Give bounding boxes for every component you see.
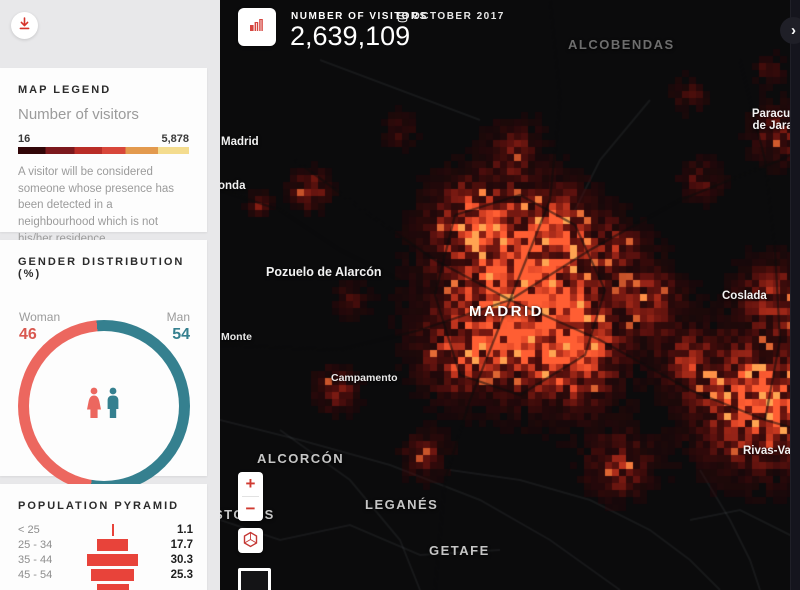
- pyramid-row-partial: [18, 582, 193, 590]
- hexagon-icon: [242, 531, 259, 551]
- collapsed-right-panel: [790, 0, 800, 590]
- legend-scale-max: 5,878: [161, 133, 189, 145]
- man-value: 54: [172, 326, 190, 343]
- visitors-count-value: 2,639,109: [290, 21, 411, 51]
- bar-chart-icon: [247, 15, 267, 40]
- gender-donut-center: [29, 331, 179, 481]
- visitors-count-label: NUMBER OF VISITORS: [291, 11, 428, 22]
- download-icon: [18, 16, 31, 35]
- legend-scale-min: 16: [18, 133, 31, 145]
- map-place-label: Campamento: [331, 372, 398, 384]
- map-area[interactable]: ALCOBENDAS Paracuell de Jaram Madrid onda Poz…: [220, 0, 800, 590]
- woman-stat: Woman 46: [19, 310, 60, 344]
- date-period-selector[interactable]: OCTOBER 2017: [412, 11, 505, 22]
- gender-distribution-panel: GENDER DISTRIBUTION (%) Woman 46 Man 54: [0, 240, 207, 492]
- man-label: Man: [166, 310, 190, 324]
- pyramid-bar: [91, 568, 134, 581]
- pyramid-panel-title: POPULATION PYRAMID: [18, 500, 180, 512]
- map-zoom-control: + −: [238, 472, 263, 521]
- map-place-label: MADRID: [469, 303, 544, 320]
- map-place-label: Monte: [221, 331, 252, 343]
- pyramid-row: < 25 1.1: [18, 522, 193, 537]
- download-button[interactable]: [11, 12, 38, 39]
- pyramid-age-label: 45 - 54: [18, 568, 53, 581]
- map-place-label: GETAFE: [429, 543, 490, 558]
- sidebar: MAP LEGEND Number of visitors 16 5,878 A…: [0, 0, 220, 590]
- woman-value: 46: [19, 326, 37, 343]
- woman-man-icons: [83, 386, 125, 427]
- calendar-icon: [397, 10, 408, 28]
- pyramid-age-label: < 25: [18, 523, 40, 536]
- pyramid-bar: [97, 538, 128, 551]
- expand-panel-button[interactable]: ›: [780, 17, 800, 44]
- legend-subtitle: Number of visitors: [18, 106, 139, 123]
- heatmap-canvas[interactable]: [220, 0, 800, 590]
- pyramid-row: 25 - 34 17.7: [18, 537, 193, 552]
- woman-label: Woman: [19, 310, 61, 324]
- pyramid-bar: [86, 553, 139, 566]
- legend-gradient-bar: [18, 147, 189, 154]
- map-place-label: Pozuelo de Alarcón: [266, 265, 382, 279]
- pyramid-bar: [96, 583, 129, 590]
- pyramid-row: 35 - 44 30.3: [18, 552, 193, 567]
- pyramid-rows: < 25 1.1 25 - 34 17.7 35 - 44 30.3 45 - 54 25.3: [18, 522, 193, 590]
- map-place-label: LEGANÉS: [365, 497, 439, 512]
- map-place-label: Madrid: [221, 136, 259, 148]
- pyramid-age-label: 25 - 34: [18, 538, 53, 551]
- pyramid-value: 17.7: [170, 538, 193, 551]
- pyramid-value: 30.3: [170, 553, 193, 566]
- gender-panel-title: GENDER DISTRIBUTION (%): [18, 256, 185, 280]
- gender-donut-zone: Woman 46 Man 54: [0, 280, 207, 492]
- pyramid-value: 1.1: [177, 523, 193, 536]
- map-place-label: ALCORCÓN: [257, 451, 345, 466]
- map-legend-title: MAP LEGEND: [18, 84, 112, 96]
- zoom-divider: [242, 496, 259, 497]
- hex-grid-layer-button[interactable]: [238, 528, 263, 553]
- minimap-widget[interactable]: [238, 568, 271, 590]
- gender-donut-chart[interactable]: [18, 320, 190, 492]
- map-place-label: Paracuell de Jaram: [751, 108, 800, 132]
- zoom-in-button[interactable]: +: [238, 472, 263, 496]
- map-place-label: Rivas-Vacian: [743, 445, 800, 457]
- pyramid-bar: [111, 523, 114, 536]
- population-pyramid-panel: POPULATION PYRAMID < 25 1.1 25 - 34 17.7 35 …: [0, 484, 207, 590]
- pyramid-value: 25.3: [170, 568, 193, 581]
- map-place-label: onda: [220, 180, 246, 192]
- man-stat: Man 54: [167, 310, 190, 344]
- map-legend-panel: MAP LEGEND Number of visitors 16 5,878 A…: [0, 68, 207, 245]
- visitors-metric-button[interactable]: [238, 8, 276, 46]
- zoom-out-button[interactable]: −: [238, 497, 263, 521]
- legend-scale: 16 5,878: [18, 133, 189, 145]
- pyramid-age-label: 35 - 44: [18, 553, 53, 566]
- map-header: NUMBER OF VISITORS 2,639,109 OCTOBER 201…: [220, 0, 800, 60]
- legend-description: A visitor will be considered someone who…: [18, 166, 174, 245]
- map-place-label: ALCOBENDAS: [568, 37, 675, 52]
- map-place-label: Coslada: [722, 290, 767, 302]
- pyramid-row: 45 - 54 25.3: [18, 567, 193, 582]
